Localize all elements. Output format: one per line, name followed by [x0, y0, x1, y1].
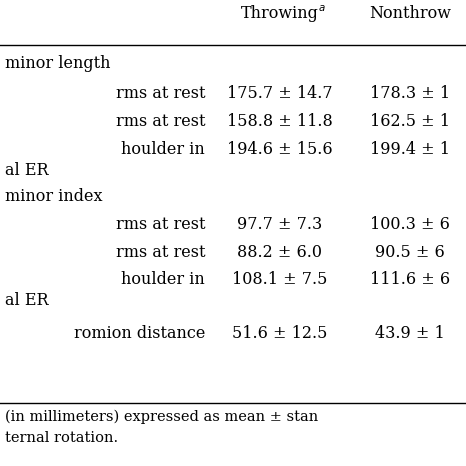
Text: 158.8 ± 11.8: 158.8 ± 11.8 [227, 113, 332, 130]
Text: ternal rotation.: ternal rotation. [5, 431, 118, 445]
Text: Nonthrow: Nonthrow [369, 5, 451, 22]
Text: minor index: minor index [5, 188, 102, 205]
Text: rms at rest: rms at rest [116, 85, 205, 103]
Text: 162.5 ± 1: 162.5 ± 1 [370, 113, 450, 130]
Text: rms at rest: rms at rest [116, 216, 205, 233]
Text: (in millimeters) expressed as mean ± stan: (in millimeters) expressed as mean ± sta… [5, 410, 318, 425]
Text: 175.7 ± 14.7: 175.7 ± 14.7 [227, 85, 332, 103]
Text: 51.6 ± 12.5: 51.6 ± 12.5 [232, 325, 327, 342]
Text: 194.6 ± 15.6: 194.6 ± 15.6 [227, 141, 332, 158]
Text: houlder in: houlder in [121, 271, 205, 288]
Text: rms at rest: rms at rest [116, 113, 205, 130]
Text: 90.5 ± 6: 90.5 ± 6 [375, 244, 445, 260]
Text: rms at rest: rms at rest [116, 244, 205, 260]
Text: 178.3 ± 1: 178.3 ± 1 [370, 85, 450, 103]
Text: 111.6 ± 6: 111.6 ± 6 [370, 271, 450, 288]
Text: Throwing: Throwing [240, 5, 319, 22]
Text: 97.7 ± 7.3: 97.7 ± 7.3 [237, 216, 322, 233]
Text: 100.3 ± 6: 100.3 ± 6 [370, 216, 450, 233]
Text: 43.9 ± 1: 43.9 ± 1 [375, 325, 445, 342]
Text: al ER: al ER [5, 292, 48, 309]
Text: minor length: minor length [5, 55, 110, 72]
Text: $^{a}$: $^{a}$ [318, 5, 326, 20]
Text: al ER: al ER [5, 162, 48, 179]
Text: 108.1 ± 7.5: 108.1 ± 7.5 [232, 271, 327, 288]
Text: 199.4 ± 1: 199.4 ± 1 [370, 141, 450, 158]
Text: houlder in: houlder in [121, 141, 205, 158]
Text: romion distance: romion distance [74, 325, 205, 342]
Text: 88.2 ± 6.0: 88.2 ± 6.0 [237, 244, 322, 260]
